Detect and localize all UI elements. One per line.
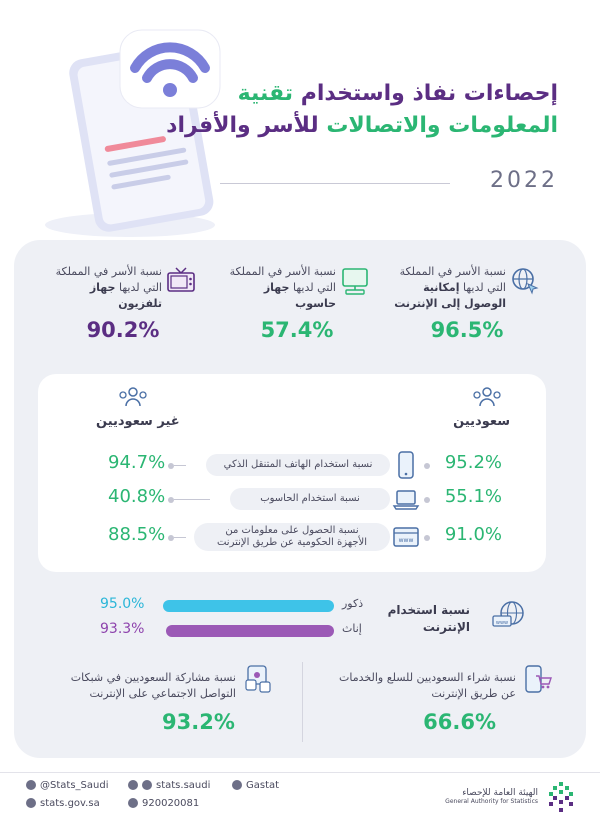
phone-wifi-illustration	[45, 29, 221, 237]
purchase-stat-text: نسبة شراء السعوديين للسلع والخدمات عن طر…	[339, 670, 516, 702]
comparison-card: سعوديين غير سعوديين 95.2% نسبة استخدام ا…	[38, 374, 546, 572]
tv-icon	[167, 267, 195, 292]
title-line1-green: تقنية	[237, 81, 294, 106]
linkedin-icon	[232, 780, 242, 790]
non-saudi-label: غير سعوديين	[96, 414, 180, 429]
comparison-row-smartphone: 95.2% نسبة استخدام الهاتف المتنقل الذكي …	[38, 448, 546, 482]
stat-value: 96.5%	[430, 318, 504, 342]
comparison-row-government-info: 91.0% www نسبة الحصول على معلومات من الأ…	[38, 520, 546, 554]
footer-website[interactable]: stats.gov.sa	[26, 798, 100, 809]
instagram-icon	[142, 780, 152, 790]
saudi-value: 55.1%	[444, 486, 502, 507]
stat-text-bold: جهاز تلفزيون	[89, 281, 162, 310]
footer-twitter[interactable]: @Stats_Saudi	[26, 780, 108, 791]
title-line2-green: المعلومات والاتصالات	[326, 113, 558, 138]
footer-linkedin[interactable]: Gastat	[232, 780, 279, 791]
row-dot	[168, 497, 174, 503]
year-label: 2022	[490, 168, 558, 193]
footer-facebook-instagram[interactable]: stats.saudi	[128, 780, 210, 791]
row-connector	[174, 537, 186, 538]
hero: إحصاءات نفاذ واستخدام تقنية المعلومات وا…	[0, 0, 600, 240]
saudi-value: 95.2%	[444, 452, 502, 473]
twitter-icon	[26, 780, 36, 790]
social-stat-value: 93.2%	[162, 710, 235, 734]
stat-text: نسبة الأسر في المملكة التي لديها	[55, 265, 162, 294]
purchase-stat-value: 66.6%	[423, 710, 496, 734]
stat-text: نسبة الأسر في المملكة التي لديها	[399, 265, 506, 294]
bottom-divider	[302, 662, 303, 742]
phone-icon	[128, 798, 138, 808]
website-url: stats.gov.sa	[40, 798, 100, 809]
row-label-line1: نسبة الحصول على معلومات من	[225, 525, 359, 536]
org-name-ar: الهيئة العامة للإحصاء	[462, 788, 538, 798]
footer-phone[interactable]: 920020081	[128, 798, 199, 809]
internet-usage-label: نسبة استخدام الإنترنت	[388, 602, 470, 636]
row-label: نسبة استخدام الهاتف المتنقل الذكي	[206, 454, 390, 476]
purchase-stat-line1: نسبة شراء السعوديين للسلع والخدمات	[339, 671, 516, 684]
stat-value: 57.4%	[260, 318, 334, 342]
row-dot	[424, 463, 430, 469]
male-label: ذكور	[342, 597, 364, 610]
row-dot	[168, 463, 174, 469]
row-label-line2: الأجهزة الحكومية عن طريق الإنترنت	[216, 537, 368, 548]
row-dot	[424, 535, 430, 541]
svg-text:www: www	[496, 620, 508, 626]
social-stat-line1: نسبة مشاركة السعوديين في شبكات	[70, 671, 236, 684]
stat-computer: نسبة الأسر في المملكة التي لديها جهاز حا…	[222, 264, 372, 342]
social-network-icon	[245, 665, 271, 693]
title-line1-purple: إحصاءات نفاذ واستخدام	[300, 81, 558, 106]
globe-cursor-icon	[512, 268, 539, 295]
year-divider	[220, 183, 450, 184]
facebook-icon	[128, 780, 138, 790]
phone-number: 920020081	[142, 798, 200, 809]
male-value: 95.0%	[100, 596, 145, 612]
row-label: نسبة الحصول على معلومات من الأجهزة الحكو…	[194, 523, 390, 551]
smartphone-icon	[398, 451, 414, 479]
saudi-group-icon	[473, 387, 501, 407]
footer	[0, 772, 600, 822]
web-icon	[26, 798, 36, 808]
laptop-icon	[392, 490, 420, 510]
female-label: إناث	[342, 622, 362, 635]
stat-text-bold: جهاز حاسوب	[263, 281, 336, 310]
stat-internet-access: نسبة الأسر في المملكة التي لديها إمكانية…	[392, 264, 542, 342]
row-connector	[174, 499, 210, 500]
org-name-en: General Authority for Statistics	[445, 798, 538, 805]
page-title: إحصاءات نفاذ واستخدام تقنية المعلومات وا…	[166, 78, 558, 142]
stat-text-bold: إمكانية الوصول إلى الإنترنت	[394, 281, 506, 310]
non-saudi-value: 94.7%	[108, 452, 166, 473]
stat-text: نسبة الأسر في المملكة التي لديها	[229, 265, 336, 294]
www-browser-icon: www	[393, 527, 419, 547]
saudi-label: سعوديين	[453, 414, 510, 429]
svg-text:www: www	[399, 537, 414, 544]
purchase-stat-line2: عن طريق الإنترنت	[431, 687, 516, 700]
stat-tv: نسبة الأسر في المملكة التي لديها جهاز تل…	[48, 264, 198, 342]
male-usage-bar	[163, 600, 334, 612]
title-line2-purple: للأسر والأفراد	[166, 113, 319, 138]
row-label: نسبة استخدام الحاسوب	[230, 488, 390, 510]
linkedin-handle: Gastat	[246, 780, 280, 791]
comparison-row-computer: 55.1% نسبة استخدام الحاسوب 40.8%	[38, 482, 546, 516]
gastat-logo	[549, 782, 573, 812]
social-handle: stats.saudi	[156, 780, 211, 791]
shopping-cart-phone-icon	[525, 665, 552, 693]
twitter-handle: @Stats_Saudi	[40, 780, 109, 791]
female-value: 93.3%	[100, 621, 145, 637]
row-connector	[174, 465, 186, 466]
org-name: الهيئة العامة للإحصاء General Authority …	[445, 788, 538, 805]
social-stat-text: نسبة مشاركة السعوديين في شبكات التواصل ا…	[71, 670, 236, 702]
computer-icon	[342, 268, 368, 295]
row-dot	[424, 497, 430, 503]
internet-usage-label-line1: نسبة استخدام	[387, 603, 470, 617]
non-saudi-value: 40.8%	[108, 486, 166, 507]
row-dot	[168, 535, 174, 541]
internet-usage-label-line2: الإنترنت	[422, 620, 470, 634]
non-saudi-group-icon	[119, 387, 147, 407]
social-stat-line2: التواصل الاجتماعي على الإنترنت	[89, 687, 236, 700]
globe-www-icon: www	[492, 601, 524, 627]
female-usage-bar	[166, 625, 334, 637]
non-saudi-value: 88.5%	[108, 524, 166, 545]
stat-value: 90.2%	[86, 318, 160, 342]
saudi-value: 91.0%	[444, 524, 502, 545]
